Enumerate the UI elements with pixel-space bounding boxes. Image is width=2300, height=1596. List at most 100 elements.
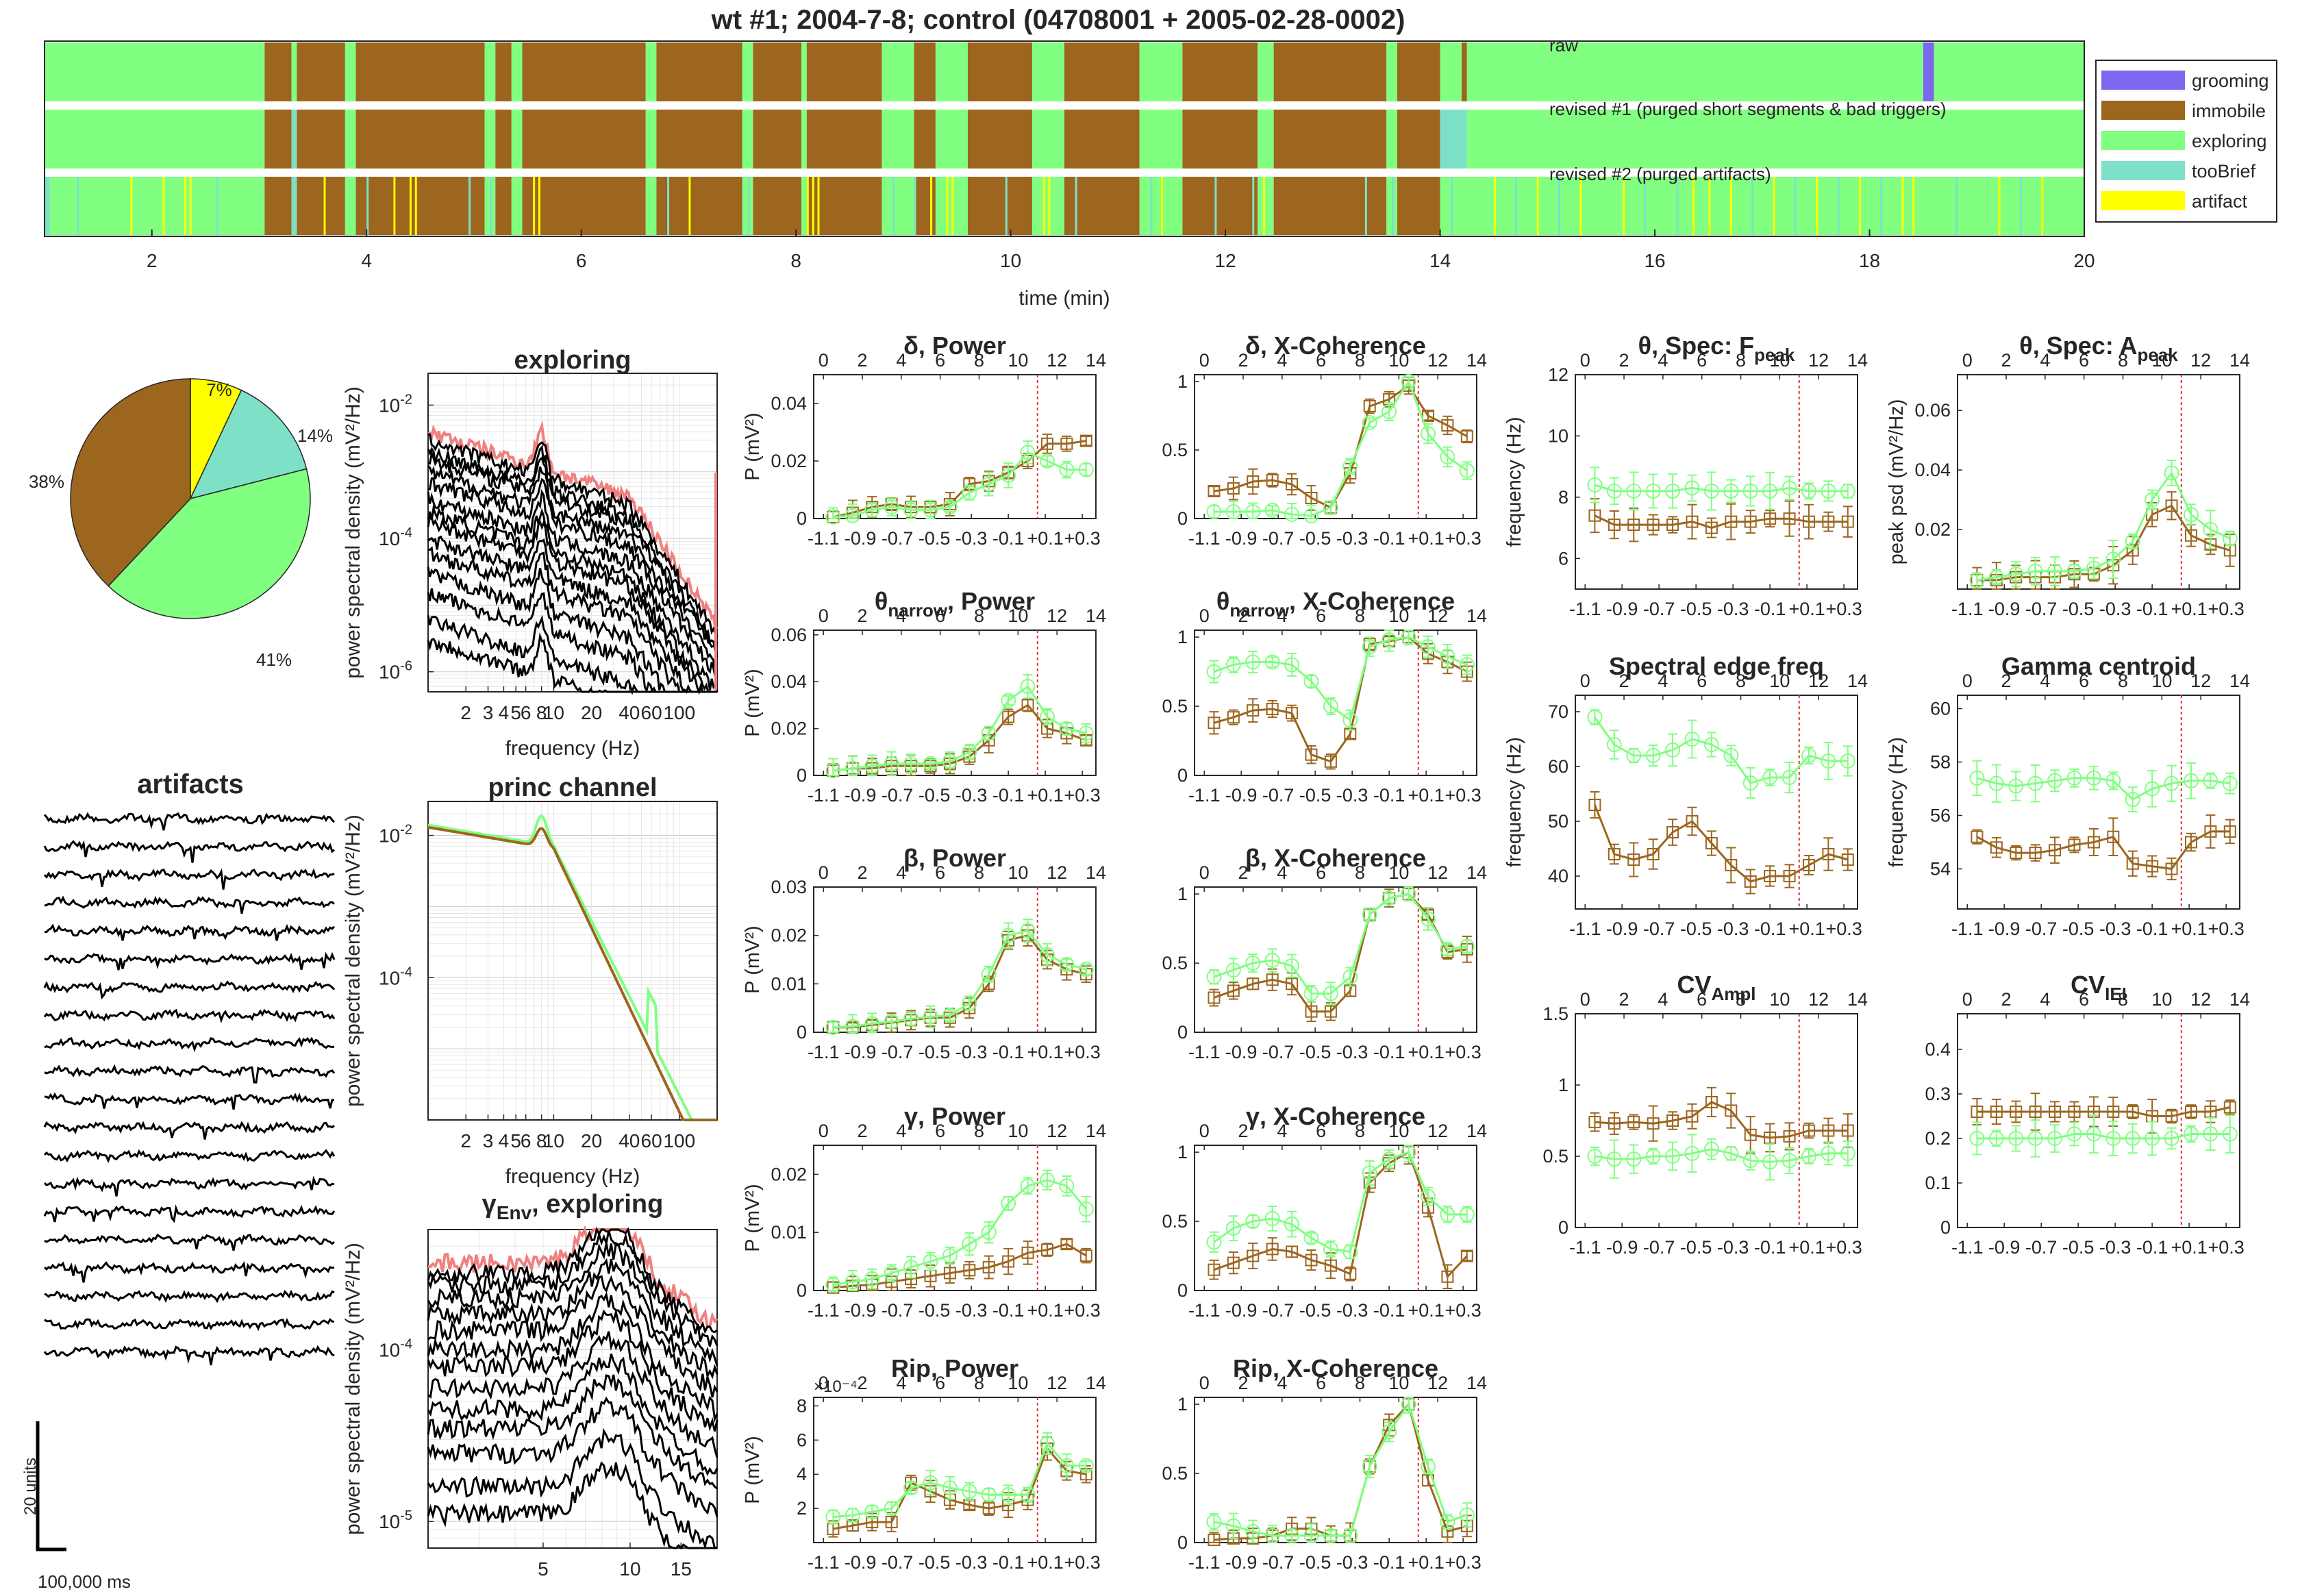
timeline-segment [742, 42, 753, 101]
point-immobile [1841, 1124, 1854, 1137]
point-immobile [1305, 748, 1318, 761]
point-immobile [1725, 515, 1738, 528]
tick-label: 8 [536, 1130, 547, 1151]
point-exploring [981, 967, 997, 982]
top-tick-label: 10 [1769, 671, 1790, 691]
timeline-segment [753, 177, 801, 235]
top-tick-label: 8 [2118, 350, 2128, 371]
point-exploring [1362, 639, 1377, 655]
bottom-tick-label: -0.1 [2136, 1237, 2168, 1258]
point-immobile [2165, 499, 2178, 512]
bottom-tick-label: +0.3 [1064, 1552, 1100, 1573]
point-exploring [1245, 1214, 1261, 1230]
point-exploring [1206, 969, 1222, 985]
point-exploring [884, 756, 899, 771]
timeline-artifact-mark [812, 177, 814, 235]
point-exploring [1382, 890, 1397, 906]
point-immobile [1324, 755, 1337, 768]
timeline-toobrief-mark [1392, 177, 1395, 235]
point-exploring [1821, 1145, 1836, 1161]
point-immobile [1060, 437, 1073, 450]
point-exploring [2164, 775, 2179, 791]
top-tick-label: 12 [1427, 1121, 1448, 1141]
top-tick-label: 10 [1388, 606, 1409, 626]
timeline-toobrief-mark [77, 177, 79, 235]
point-immobile [1705, 1095, 1718, 1108]
point-exploring [1206, 1514, 1222, 1530]
y-tick-label: 0.02 [771, 451, 807, 471]
bottom-tick-label: -0.7 [1262, 1042, 1295, 1062]
point-exploring [1020, 445, 1036, 460]
point-exploring [825, 763, 841, 779]
top-tick-label: 4 [1277, 606, 1287, 626]
point-immobile [1822, 515, 1835, 528]
psd-genv-curve [427, 1241, 718, 1367]
timeline-segment [355, 42, 485, 101]
bottom-tick-label: +0.3 [1445, 528, 1481, 549]
top-tick-label: 12 [2190, 350, 2211, 371]
point-exploring [1362, 1165, 1377, 1181]
timeline-segment [914, 42, 936, 101]
timeline-segment [656, 42, 742, 101]
artifact-trace [44, 1233, 335, 1251]
point-immobile [2126, 1106, 2139, 1118]
point-exploring [2183, 773, 2199, 788]
timeline-segment [801, 42, 807, 101]
panel-frame [1957, 374, 2240, 590]
y-tick-label: 0.01 [771, 973, 807, 994]
point-exploring [1225, 1518, 1241, 1534]
panel-title: γ, X-Coherence [1246, 1102, 1425, 1130]
series-line-immobile [1977, 504, 2231, 582]
bottom-tick-label: -1.1 [1951, 919, 1984, 939]
top-tick-label: 6 [1316, 1373, 1326, 1393]
tick-label: 15 [671, 1558, 692, 1580]
pie-label: 38% [29, 471, 64, 492]
bottom-tick-label: -0.9 [1225, 528, 1258, 549]
timeline-segment [484, 42, 496, 101]
series-line-exploring [1213, 893, 1468, 995]
bottom-tick-label: +0.1 [1408, 1300, 1444, 1321]
title-subscript: peak [1754, 345, 1795, 365]
point-exploring [1684, 732, 1700, 747]
point-exploring [1587, 1149, 1603, 1164]
psd-genv-title: γEnv, exploring [482, 1190, 664, 1223]
point-exploring [1264, 1528, 1280, 1543]
point-exploring [1988, 569, 2004, 585]
y-tick-label: 58 [1930, 752, 1951, 773]
point-exploring [942, 1008, 958, 1023]
timeline-segment [1032, 42, 1064, 101]
point-exploring [942, 1480, 958, 1496]
figure-title: wt #1; 2004-7-8; control (04708001 + 200… [711, 5, 1405, 35]
timeline-artifact-mark [162, 177, 165, 235]
artifact-trace [43, 1149, 336, 1164]
top-tick-label: 14 [1086, 1121, 1106, 1141]
timeline-segment [484, 110, 496, 169]
point-exploring [1225, 962, 1241, 978]
point-exploring [884, 499, 899, 515]
y-tick-label: 12 [1548, 364, 1568, 385]
artifact-trace [44, 1064, 336, 1084]
point-immobile [2049, 844, 2062, 857]
point-exploring [1401, 629, 1416, 645]
point-exploring [2203, 522, 2218, 538]
series-line-immobile [1594, 514, 1848, 529]
tick-label: 20 [581, 702, 602, 723]
psd-exploring-curve [427, 477, 718, 679]
top-tick-label: 12 [1808, 989, 1829, 1010]
y-tick-label: 0.5 [1162, 440, 1188, 460]
tick-label: 100 [663, 1130, 695, 1151]
top-tick-label: 2 [1619, 350, 1629, 371]
panel-gamma_power: γ, Power 0 2 4 6 8 10 12 14 -1.1 -0.9 -0.7 -0.5 -0.3-… [742, 1102, 1106, 1321]
point-exploring [1206, 1234, 1222, 1250]
point-exploring [1626, 748, 1642, 763]
top-tick-label: 2 [1238, 1121, 1249, 1141]
timeline-segment [882, 110, 914, 169]
point-exploring [1459, 463, 1475, 478]
timeline-segment [511, 42, 523, 101]
top-tick-label: 6 [2079, 989, 2089, 1010]
bottom-tick-label: -0.9 [845, 1300, 877, 1321]
timeline-toobrief-mark [2019, 177, 2022, 235]
top-tick-label: 4 [1277, 1121, 1287, 1141]
